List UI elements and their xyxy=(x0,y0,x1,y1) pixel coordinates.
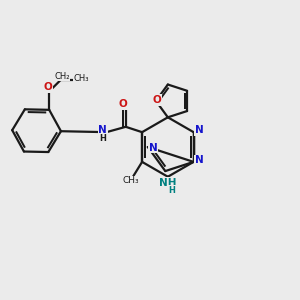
Text: H: H xyxy=(168,186,175,195)
Text: CH₃: CH₃ xyxy=(123,176,140,185)
Text: O: O xyxy=(119,99,128,109)
Text: NH: NH xyxy=(159,178,177,188)
Text: O: O xyxy=(152,95,161,105)
Text: CH₂: CH₂ xyxy=(54,72,70,81)
Text: N: N xyxy=(149,142,158,153)
Text: O: O xyxy=(44,82,52,92)
Text: H: H xyxy=(99,134,106,143)
Text: N: N xyxy=(195,125,204,135)
Text: N: N xyxy=(194,155,203,165)
Text: CH₃: CH₃ xyxy=(74,74,89,83)
Text: N: N xyxy=(98,125,107,135)
